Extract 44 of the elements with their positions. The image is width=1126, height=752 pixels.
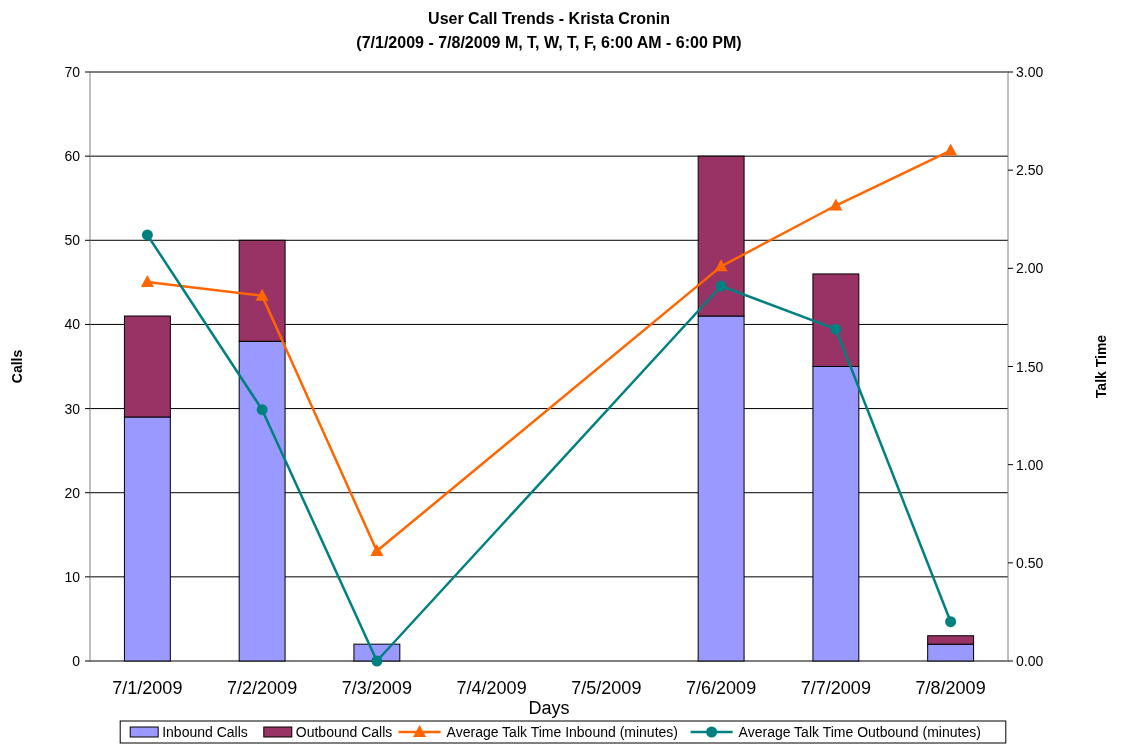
legend-label: Outbound Calls [295,724,393,740]
x-tick-label: 7/2/2009 [227,678,298,698]
point [371,655,383,667]
point [829,198,843,211]
y2-tick-label: 3.00 [1016,64,1044,80]
y-tick-label: 70 [64,64,81,80]
point [944,143,958,156]
x-tick-label: 7/7/2009 [800,678,871,698]
point [255,288,269,301]
legend-label: Average Talk Time Inbound (minutes) [446,724,678,740]
x-axis-title: Days [528,698,570,718]
point [370,544,384,557]
y2-tick-label: 2.00 [1016,260,1044,277]
point [140,275,154,288]
y-tick-label: 60 [64,148,81,165]
y2-axis-title: Talk Time [1093,334,1109,399]
point [830,323,842,335]
y-tick-label: 10 [64,568,81,585]
y2-tick-label: 0.50 [1016,554,1044,571]
legend-label: Inbound Calls [162,724,248,740]
y-tick-label: 40 [64,316,81,333]
x-tick-label: 7/6/2009 [686,678,757,698]
y2-tick-label: 2.50 [1016,162,1044,179]
x-tick-label: 7/3/2009 [341,678,412,698]
y-tick-label: 0 [72,653,81,669]
x-tick-label: 7/4/2009 [456,678,527,698]
x-tick-label: 7/1/2009 [112,678,183,698]
y2-tick-label: 1.50 [1016,358,1044,375]
y-axis-title: Calls [9,349,25,384]
chart-subtitle: (7/1/2009 - 7/8/2009 M, T, W, T, F, 6:00 AM - 6:00 PM) [356,34,742,51]
point [141,229,153,241]
y-tick-label: 30 [64,400,81,417]
chart-title: User Call Trends - Krista Cronin [428,10,670,27]
y-tick-label: 20 [64,484,81,501]
point [714,259,728,272]
y-tick-label: 50 [64,232,81,249]
point [715,280,727,292]
point [945,616,957,628]
y2-tick-label: 1.00 [1016,456,1044,473]
legend-label: Average Talk Time Outbound (minutes) [738,724,981,740]
point [256,404,268,416]
x-tick-label: 7/5/2009 [571,678,642,698]
y2-tick-label: 0.00 [1016,653,1044,669]
x-tick-label: 7/8/2009 [915,678,986,698]
